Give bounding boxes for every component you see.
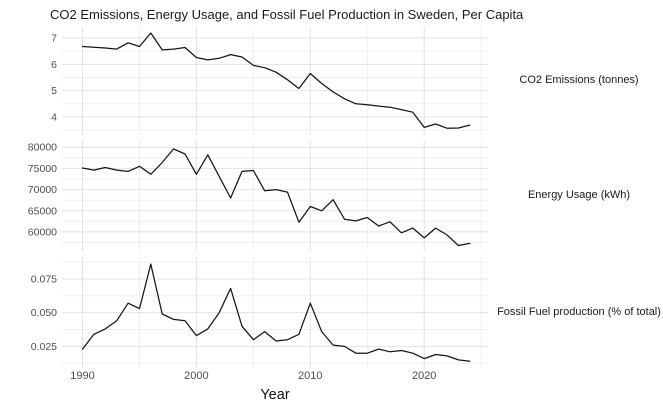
x-axis-tick-label: 2000 — [184, 370, 209, 382]
energy-usage-line-chart: 80000 75000 70000 65000 60000 — [28, 140, 488, 251]
y-axis-tick-label: 80000 — [28, 142, 57, 154]
fossil-fuel-line-chart: 0.075 0.050 0.025 — [31, 258, 488, 368]
chart-title: CO2 Emissions, Energy Usage, and Fossil … — [50, 7, 524, 22]
y-axis-tick-label: 7 — [51, 33, 57, 45]
strip-label-energy-usage: Energy Usage (kWh) — [527, 189, 631, 201]
co2-emissions-line-chart: 7 6 5 4 — [51, 27, 488, 134]
y-axis-tick-label: 6 — [51, 59, 57, 71]
data-line — [81, 263, 471, 362]
y-axis-tick-label: 0.075 — [31, 273, 57, 285]
x-axis-tick-label: 2010 — [298, 370, 323, 382]
y-axis-tick-label: 4 — [51, 111, 57, 123]
x-axis-title: Year — [260, 387, 290, 403]
strip-label-co2-emissions: CO2 Emissions (tonnes) — [519, 74, 639, 86]
y-axis-tick-label: 75000 — [28, 163, 57, 175]
y-axis-tick-label: 5 — [51, 85, 57, 97]
y-axis-tick-label: 60000 — [28, 226, 57, 238]
y-axis-tick-label: 0.025 — [31, 341, 57, 353]
x-axis-tick-label: 2020 — [411, 370, 437, 382]
y-axis-tick-label: 65000 — [28, 205, 57, 217]
data-line — [81, 32, 471, 129]
strip-label-fossil-fuel: Fossil Fuel production (% of total) — [497, 306, 661, 318]
data-line — [81, 148, 471, 247]
y-axis-tick-label: 70000 — [28, 184, 57, 196]
y-axis-tick-label: 0.050 — [31, 307, 57, 319]
x-axis-tick-label: 1990 — [70, 370, 95, 382]
